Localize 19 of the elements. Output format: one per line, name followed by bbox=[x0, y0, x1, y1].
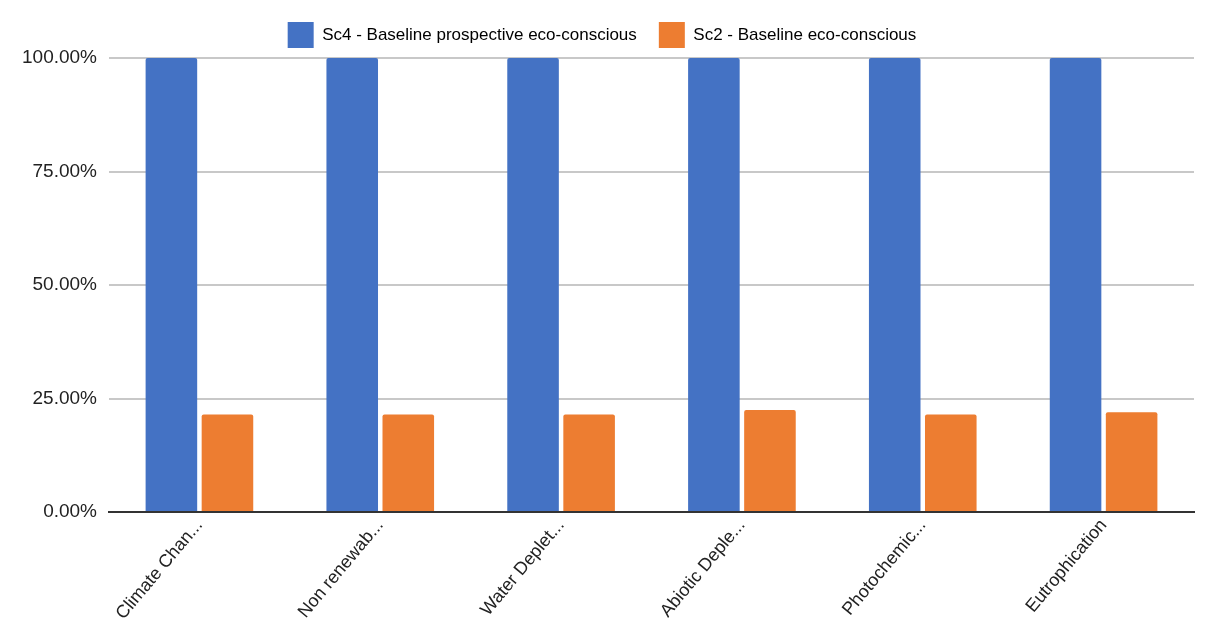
y-tick-label: 0.00% bbox=[43, 500, 98, 522]
bar bbox=[507, 58, 559, 512]
bar bbox=[1049, 58, 1102, 512]
y-tick-label: 75.00% bbox=[32, 159, 98, 181]
legend-label: Sc2 - Baseline eco-conscious bbox=[693, 24, 917, 44]
legend-label: Sc4 - Baseline prospective eco-conscious bbox=[322, 24, 637, 44]
bar bbox=[744, 409, 796, 512]
y-tick-label: 100.00% bbox=[21, 46, 98, 68]
y-tick-label: 50.00% bbox=[32, 273, 98, 295]
bar bbox=[868, 58, 921, 512]
bar bbox=[1105, 412, 1158, 512]
bar bbox=[688, 58, 740, 512]
bar bbox=[563, 414, 615, 512]
bar bbox=[924, 414, 977, 512]
bar bbox=[145, 58, 198, 512]
bar bbox=[201, 414, 254, 512]
y-tick-label: 25.00% bbox=[32, 386, 98, 408]
bar bbox=[326, 58, 379, 512]
bar bbox=[382, 414, 435, 512]
